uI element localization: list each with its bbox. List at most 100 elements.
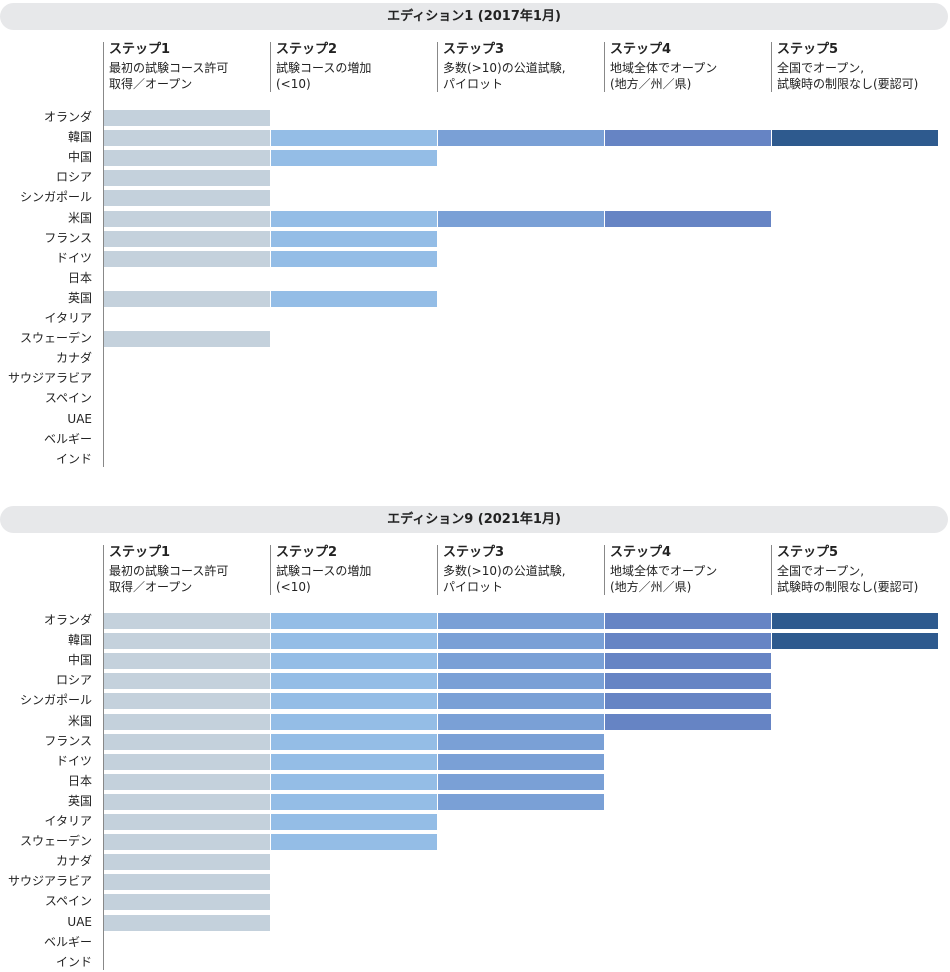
country-label: スペイン: [44, 391, 92, 406]
step-name: ステップ4: [610, 42, 672, 57]
country-label: ベルギー: [43, 431, 92, 446]
step-description: 全国でオープン, 試験時の制限なし(要認可): [777, 61, 919, 91]
bar-segment-step-3: [438, 733, 604, 750]
country-label: カナダ: [55, 854, 92, 869]
country-label: インド: [55, 954, 92, 969]
bar-segment-step-1: [104, 814, 270, 830]
step-header-3: ステップ3 多数(>10)の公道試験, パイロット: [443, 42, 603, 92]
bar-segment-step-1: [104, 693, 270, 710]
country-label: イタリア: [44, 311, 92, 325]
y-axis-line: [103, 545, 104, 970]
bar-segment-step-4: [605, 130, 771, 147]
bar-segment-step-3: [438, 753, 604, 770]
bar-segment-step-5: [772, 633, 938, 650]
step-name: ステップ5: [777, 545, 839, 560]
bar-segment-step-2: [271, 753, 437, 770]
bar-segment-step-3: [438, 693, 604, 710]
bar-segment-step-1: [104, 854, 270, 871]
bar-segment-step-1: [104, 210, 270, 227]
step-description: 試験コースの増加 (<10): [276, 564, 372, 594]
bar-segment-step-4: [605, 210, 771, 227]
country-label: シンガポール: [19, 693, 92, 708]
bar-segment-step-1: [104, 230, 270, 247]
country-label: オランダ: [43, 613, 92, 627]
step-header-1: ステップ1 最初の試験コース許可 取得／オープン: [109, 42, 269, 92]
y-axis-line: [103, 42, 104, 467]
country-label: サウジアラビア: [7, 874, 92, 889]
bar-segment-step-2: [271, 653, 437, 670]
country-label: 英国: [67, 290, 92, 305]
step-divider: [437, 545, 438, 595]
bar-segment-step-1: [104, 773, 270, 790]
bar-segment-step-3: [438, 633, 604, 650]
step-name: ステップ1: [109, 42, 171, 57]
country-label: イタリア: [44, 814, 92, 828]
country-label: 日本: [67, 773, 92, 788]
country-label: オランダ: [43, 110, 92, 124]
step-description: 多数(>10)の公道試験, パイロット: [443, 61, 566, 91]
country-label: ドイツ: [55, 250, 92, 265]
step-description: 試験コースの増加 (<10): [276, 61, 372, 91]
bar-segment-step-2: [271, 290, 437, 307]
bar-segment-step-3: [438, 653, 604, 670]
step-description: 地域全体でオープン (地方／州／県): [610, 61, 718, 91]
bar-segment-step-1: [104, 914, 270, 931]
country-label: インド: [55, 451, 92, 466]
step-description: 多数(>10)の公道試験, パイロット: [443, 564, 566, 594]
step-divider: [270, 545, 271, 595]
country-label: UAE: [67, 914, 92, 929]
bar-segment-step-4: [605, 673, 771, 690]
bar-segment-step-2: [271, 773, 437, 790]
country-label: ロシア: [55, 170, 92, 185]
step-header-4: ステップ4 地域全体でオープン (地方／州／県): [610, 42, 770, 92]
bar-segment-step-3: [438, 713, 604, 730]
bar-segment-step-1: [104, 170, 270, 187]
bar-segment-step-4: [605, 633, 771, 650]
country-label: 中国: [67, 150, 92, 165]
bar-segment-step-1: [104, 894, 270, 911]
step-header-3: ステップ3 多数(>10)の公道試験, パイロット: [443, 545, 603, 595]
step-divider: [437, 42, 438, 92]
country-label: スウェーデン: [19, 331, 92, 346]
country-label: シンガポール: [19, 190, 92, 205]
step-divider: [270, 42, 271, 92]
bar-segment-step-3: [438, 793, 604, 810]
bar-segment-step-1: [104, 110, 270, 126]
step-header-2: ステップ2 試験コースの増加 (<10): [276, 545, 436, 595]
bar-segment-step-4: [605, 713, 771, 730]
bar-segment-step-1: [104, 613, 270, 629]
bar-segment-step-3: [438, 673, 604, 690]
bar-segment-step-2: [271, 230, 437, 247]
bar-segment-step-2: [271, 250, 437, 267]
country-label: UAE: [67, 411, 92, 426]
step-header-1: ステップ1 最初の試験コース許可 取得／オープン: [109, 545, 269, 595]
step-name: ステップ4: [610, 545, 672, 560]
bar-segment-step-1: [104, 150, 270, 167]
bar-segment-step-2: [271, 210, 437, 227]
bar-segment-step-2: [271, 150, 437, 167]
bar-segment-step-1: [104, 633, 270, 650]
country-label: サウジアラビア: [7, 371, 92, 386]
country-label: 韓国: [67, 633, 92, 648]
bar-segment-step-2: [271, 693, 437, 710]
bar-segment-step-4: [605, 653, 771, 670]
bar-segment-step-1: [104, 733, 270, 750]
bar-segment-step-1: [104, 834, 270, 851]
step-divider: [604, 545, 605, 595]
step-header-5: ステップ5 全国でオープン, 試験時の制限なし(要認可): [777, 42, 937, 92]
bar-segment-step-3: [438, 130, 604, 147]
step-divider: [771, 42, 772, 92]
country-label: 米国: [67, 713, 92, 728]
country-label: フランス: [44, 230, 92, 245]
bar-segment-step-1: [104, 653, 270, 670]
step-name: ステップ1: [109, 545, 171, 560]
step-name: ステップ2: [276, 42, 338, 57]
step-description: 地域全体でオープン (地方／州／県): [610, 564, 718, 594]
step-header-5: ステップ5 全国でオープン, 試験時の制限なし(要認可): [777, 545, 937, 595]
bar-segment-step-2: [271, 613, 437, 629]
country-label: フランス: [44, 733, 92, 748]
bar-segment-step-1: [104, 713, 270, 730]
bar-segment-step-1: [104, 190, 270, 207]
bar-segment-step-3: [438, 773, 604, 790]
bar-segment-step-2: [271, 713, 437, 730]
